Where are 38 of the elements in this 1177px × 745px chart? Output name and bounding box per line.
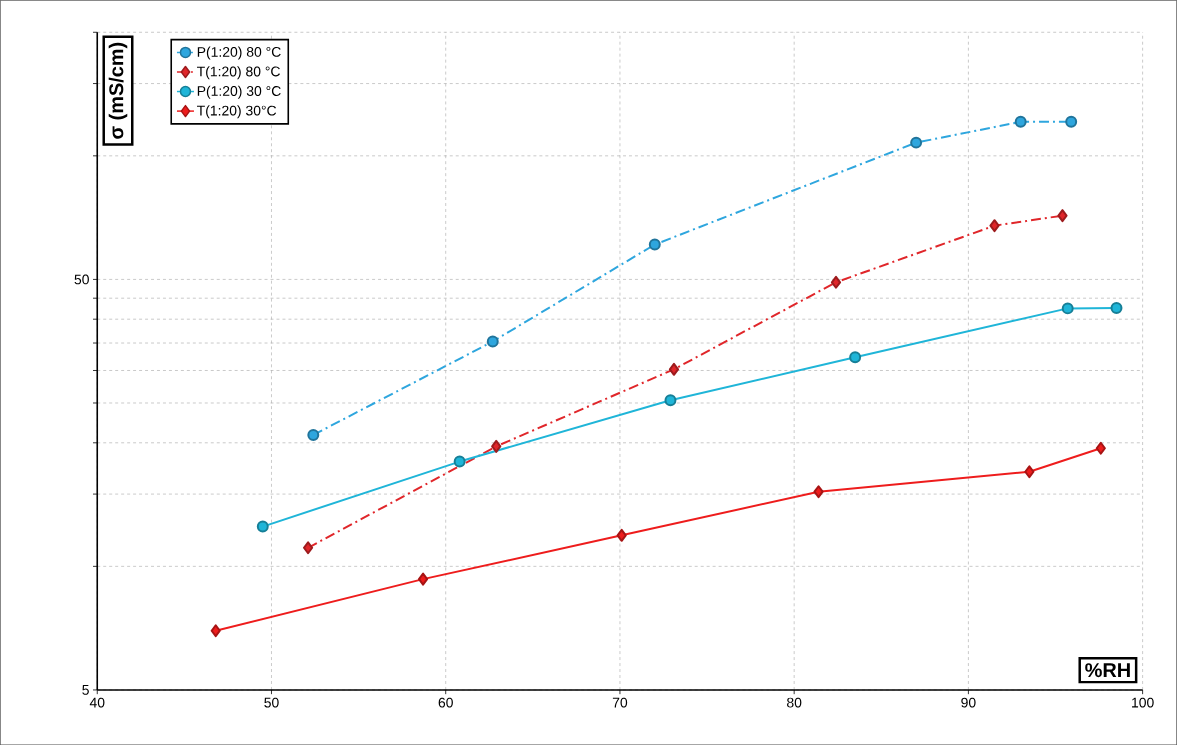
point bbox=[616, 528, 627, 542]
point bbox=[453, 455, 466, 468]
y-tick-label: 5 bbox=[82, 684, 89, 695]
point bbox=[1061, 302, 1074, 315]
point bbox=[664, 394, 677, 407]
legend-label: T(1:20) 80 °C bbox=[197, 66, 280, 80]
point bbox=[830, 275, 842, 289]
x-tick-label: 60 bbox=[438, 697, 453, 708]
point bbox=[307, 428, 320, 441]
point bbox=[210, 624, 221, 638]
point bbox=[1024, 465, 1035, 479]
point bbox=[668, 362, 680, 376]
point bbox=[491, 439, 502, 453]
point bbox=[302, 541, 314, 555]
point bbox=[989, 219, 1000, 233]
x-tick-label: 80 bbox=[787, 697, 802, 708]
y-axis-title: σ (mS/cm) bbox=[108, 42, 128, 139]
legend-label: T(1:20) 30°C bbox=[197, 105, 277, 119]
x-tick-label: 100 bbox=[1132, 697, 1154, 708]
point bbox=[910, 136, 923, 149]
point bbox=[256, 520, 269, 533]
point bbox=[1110, 301, 1123, 314]
point bbox=[1014, 115, 1027, 128]
point bbox=[1057, 209, 1068, 223]
point bbox=[1095, 441, 1106, 455]
point bbox=[648, 238, 661, 251]
x-axis-title: %RH bbox=[1085, 663, 1130, 678]
legend-label: P(1:20) 30 °C bbox=[197, 85, 281, 99]
point bbox=[849, 351, 862, 364]
x-tick-label: 40 bbox=[89, 697, 105, 708]
x-tick-label: 50 bbox=[264, 697, 279, 708]
x-tick-label: 70 bbox=[612, 697, 628, 708]
legend-label: P(1:20) 80 °C bbox=[197, 46, 281, 60]
point bbox=[486, 335, 499, 348]
x-tick-label: 90 bbox=[961, 697, 976, 708]
point bbox=[813, 485, 824, 499]
point bbox=[1065, 115, 1078, 128]
point bbox=[417, 572, 429, 586]
